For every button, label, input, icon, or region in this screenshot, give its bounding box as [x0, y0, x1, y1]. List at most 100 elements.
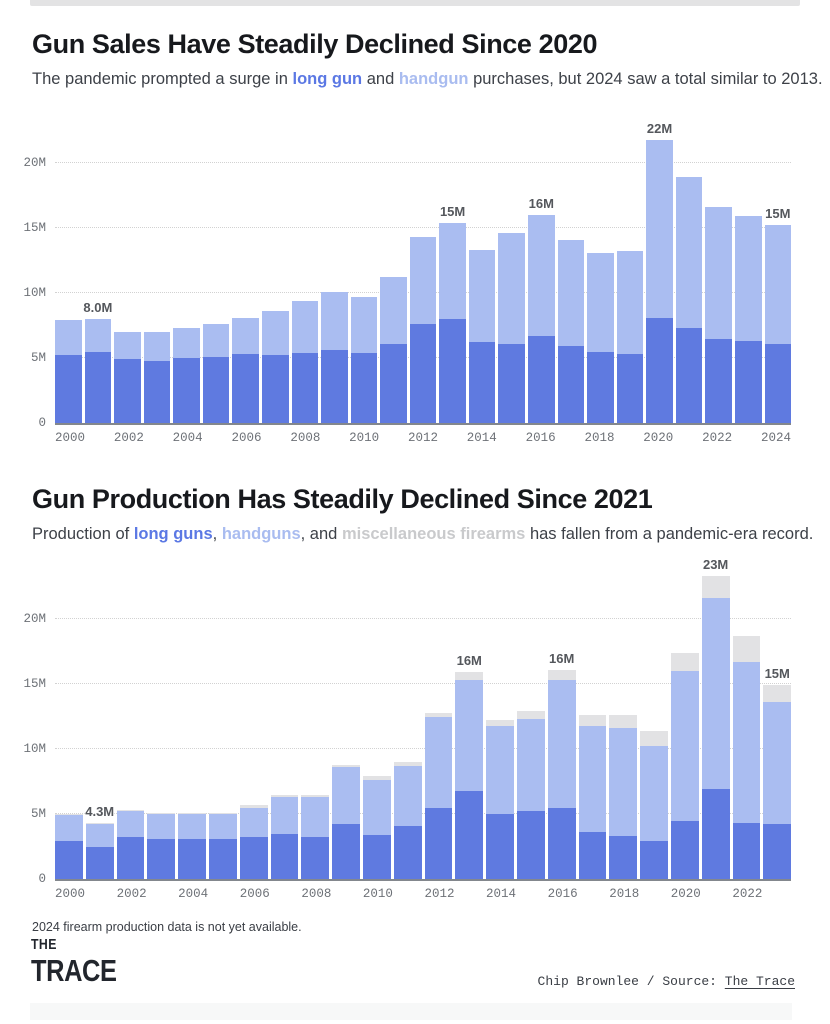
bar-value-label: 16M: [456, 653, 482, 669]
bar-segment-long_gun: [547, 807, 576, 879]
source-link[interactable]: The Trace: [724, 974, 795, 989]
bar-segment-handgun: [362, 780, 391, 835]
y-axis-tick-label: 10M: [23, 741, 46, 756]
bar-segment-misc: [208, 812, 237, 815]
bar-segment-long_gun: [498, 343, 525, 423]
sales-chart-subtitle: The pandemic prompted a surge in long gu…: [32, 70, 823, 89]
x-axis-tick-label: [150, 888, 176, 901]
bar-segment-handgun: [143, 332, 171, 361]
x-axis-tick-label: 2014: [486, 887, 517, 901]
bar-segment-handgun: [670, 671, 699, 821]
y-axis-tick-label: 10M: [23, 285, 46, 300]
x-axis-tick-label: 2020: [670, 887, 701, 901]
bar-segment-handgun: [587, 252, 614, 352]
bar-segment-handgun: [528, 215, 555, 336]
x-axis-tick-label: [559, 432, 582, 445]
bar-segment-misc: [578, 715, 607, 726]
bar-segment-long_gun: [439, 319, 466, 423]
bar-segment-long_gun: [178, 838, 206, 879]
bar-2019: [640, 573, 668, 879]
subtitle-text: purchases, but 2024 saw a total similar …: [468, 70, 823, 88]
bar-segment-long_gun: [609, 836, 638, 879]
bar-2018: [609, 573, 638, 879]
bar-segment-handgun: [409, 237, 437, 325]
bar-segment-handgun: [734, 216, 762, 342]
bar-segment-misc: [116, 810, 145, 812]
y-axis-tick-label: 5M: [30, 806, 46, 821]
bar-segment-handgun: [380, 277, 407, 344]
x-axis-tick-label: [642, 888, 668, 901]
bar-segment-long_gun: [239, 837, 268, 879]
bar-segment-handgun: [84, 319, 112, 352]
bar-segment-handgun: [547, 680, 576, 808]
bar-value-label: 16M: [528, 196, 554, 211]
bar-segment-misc: [455, 672, 484, 681]
bar-2017: [557, 124, 585, 423]
footnote: 2024 firearm production data is not yet …: [32, 920, 302, 934]
bar-segment-long_gun: [528, 335, 555, 423]
bar-segment-handgun: [173, 328, 200, 358]
bar-segment-misc: [178, 812, 206, 815]
bar-2007: [270, 573, 299, 879]
bar-segment-misc: [670, 652, 699, 671]
bar-segment-long_gun: [763, 824, 792, 879]
x-axis-tick-label: [211, 888, 237, 901]
bar-segment-misc: [270, 794, 299, 798]
the-trace-logo[interactable]: THE TRACE: [31, 937, 117, 986]
bar-segment-misc: [609, 715, 638, 729]
subtitle-keyword: handgun: [398, 70, 469, 88]
x-axis-tick-label: [88, 432, 111, 445]
subtitle-keyword: miscellaneous firearms: [341, 525, 526, 543]
x-axis-tick-label: 2002: [113, 431, 144, 445]
bar-segment-long_gun: [362, 834, 391, 879]
bar-segment-long_gun: [173, 358, 200, 423]
bar-segment-misc: [147, 812, 176, 815]
bar-2012: [409, 124, 437, 423]
credit-line: Chip Brownlee / Source: The Trace: [538, 974, 795, 989]
bar-segment-handgun: [616, 251, 644, 355]
bar-segment-handgun: [763, 702, 792, 825]
bar-segment-long_gun: [147, 838, 176, 879]
bar-segment-long_gun: [143, 360, 171, 423]
x-axis-tick-label: 2024: [760, 431, 791, 445]
x-axis-tick-label: 2012: [407, 431, 438, 445]
bar-segment-handgun: [424, 716, 453, 808]
bar-segment-long_gun: [55, 355, 82, 423]
x-axis-tick-label: [88, 888, 114, 901]
bar-segment-handgun: [578, 725, 607, 833]
x-axis-tick-label: 2004: [178, 887, 209, 901]
bar-segment-long_gun: [55, 841, 83, 879]
production-x-axis-labels: 2000 2002 2004 2006 2008 2010 2012 2014 2016 2018…: [55, 888, 791, 901]
bar-segment-handgun: [208, 814, 237, 839]
bar-segment-long_gun: [84, 351, 112, 423]
logo-line-the: THE: [31, 936, 57, 953]
bar-segment-handgun: [291, 300, 319, 353]
x-axis-tick-label: 2006: [231, 431, 262, 445]
x-axis-tick-label: [206, 432, 229, 445]
bar-segment-handgun: [486, 725, 514, 814]
bar-2017: [578, 573, 607, 879]
subtitle-keyword: long gun: [292, 70, 363, 88]
bar-2006: [239, 573, 268, 879]
bar-value-label: 8.0M: [83, 300, 113, 315]
page-divider-top: [30, 0, 800, 6]
bar-segment-handgun: [701, 598, 730, 790]
production-chart-subtitle: Production of long guns, handguns, and m…: [32, 525, 813, 544]
bar-2002: [114, 124, 141, 423]
bar-segment-long_gun: [380, 343, 407, 423]
bar-segment-misc: [239, 804, 268, 808]
bar-2008: [301, 573, 330, 879]
bar-segment-long_gun: [557, 346, 585, 423]
bar-segment-handgun: [675, 177, 703, 329]
x-axis-tick-label: 2018: [609, 887, 640, 901]
bar-2009: [321, 124, 348, 423]
bar-segment-long_gun: [486, 814, 514, 879]
bar-2010: [350, 124, 378, 423]
bar-segment-long_gun: [764, 343, 792, 423]
bar-segment-handgun: [332, 767, 360, 825]
bar-segment-misc: [732, 635, 761, 662]
bar-2009: [332, 573, 360, 879]
bar-segment-handgun: [557, 239, 585, 347]
bars-row: 4.3M 16M 16M 23M 15M: [55, 558, 792, 879]
